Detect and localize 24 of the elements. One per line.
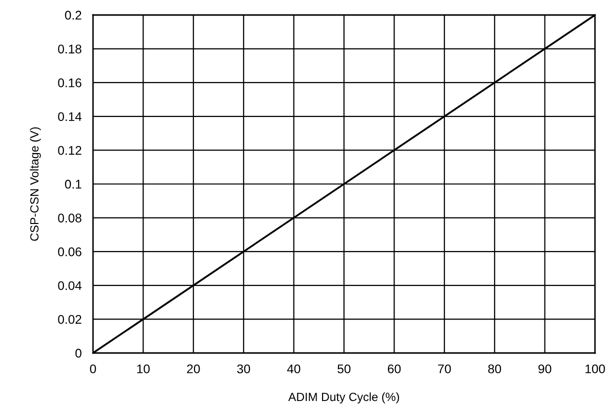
x-tick-label: 60	[388, 364, 401, 374]
y-tick-label: 0.04	[58, 281, 82, 290]
y-tick-label: 0.18	[58, 44, 82, 54]
y-tick-label: 0.1	[65, 180, 82, 189]
x-tick-label: 0	[90, 364, 96, 374]
y-tick-label: 0.12	[58, 146, 82, 155]
y-tick-label: 0	[75, 348, 82, 358]
x-axis-title: ADIM Duty Cycle (%)	[288, 392, 400, 404]
x-tick-label: 90	[538, 364, 552, 374]
y-tick-label: 0.16	[58, 78, 82, 88]
y-tick-label: 0.02	[58, 315, 82, 324]
y-tick-label: 0.14	[58, 112, 82, 122]
x-tick-label: 30	[237, 364, 250, 374]
y-tick-label: 0.2	[65, 10, 82, 20]
x-tick-label: 50	[338, 364, 350, 374]
x-tick-label: 20	[187, 364, 200, 374]
x-tick-label: 40	[287, 364, 300, 374]
y-tick-label: 0.06	[58, 247, 82, 256]
y-axis-title: CSP-CSN Voltage (V)	[30, 127, 41, 241]
x-tick-label: 10	[137, 364, 150, 374]
y-tick-label: 0.08	[58, 214, 82, 222]
x-tick-label: 70	[438, 364, 451, 374]
x-tick-label: 100	[586, 364, 605, 374]
x-tick-label: 80	[488, 364, 502, 374]
